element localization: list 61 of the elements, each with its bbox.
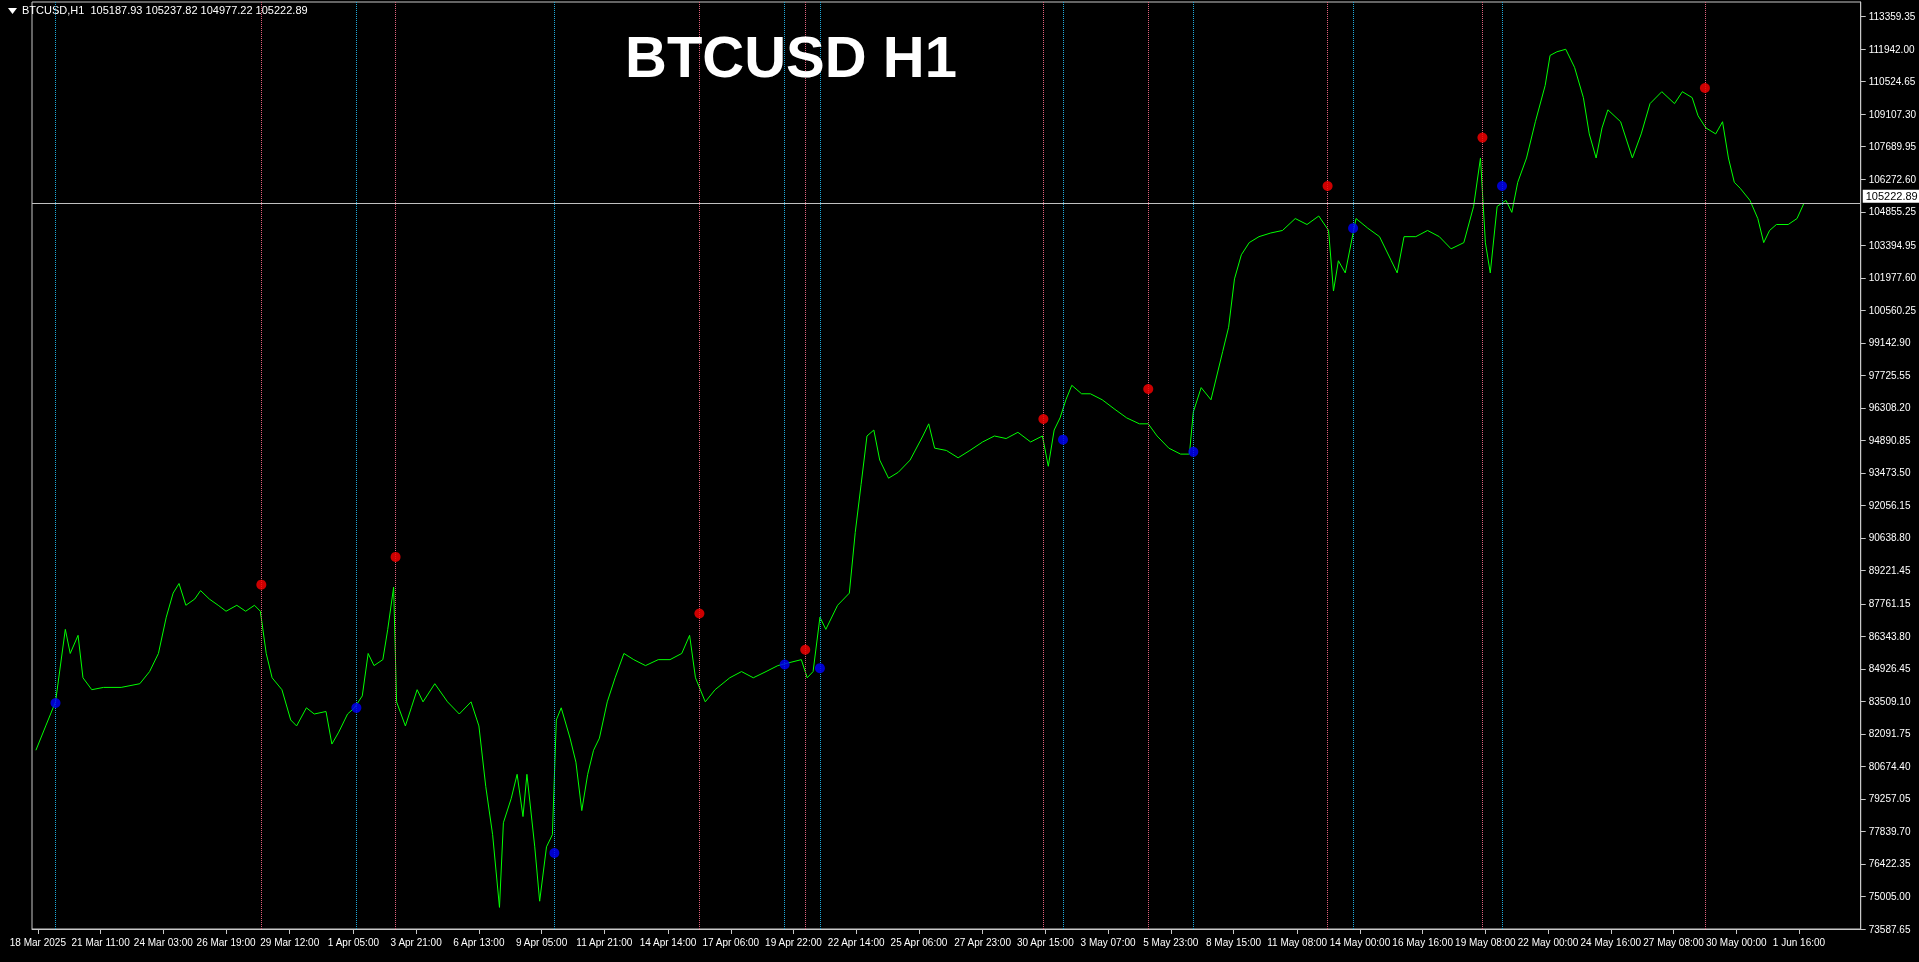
x-tick-label: 27 May 08:00 <box>1643 936 1705 948</box>
x-tick-label: 11 May 08:00 <box>1267 936 1328 948</box>
y-tick-label: 77839.70 <box>1868 825 1911 837</box>
x-tick-label: 5 May 23:00 <box>1143 936 1199 948</box>
x-tick-label: 17 Apr 06:00 <box>702 936 760 948</box>
x-tick-label: 21 Mar 11:00 <box>71 936 131 948</box>
x-tick-label: 26 Mar 19:00 <box>196 936 256 948</box>
y-tick-label: 80674.40 <box>1868 760 1911 772</box>
y-tick-label: 99142.90 <box>1868 337 1911 349</box>
y-tick-label: 109107.30 <box>1868 108 1917 120</box>
y-tick-label: 111942.00 <box>1868 43 1915 55</box>
y-tick-label: 93473.50 <box>1868 467 1911 479</box>
x-tick-label: 24 May 16:00 <box>1580 936 1642 948</box>
x-tick-label: 11 Apr 21:00 <box>576 936 633 948</box>
y-tick-label: 73587.65 <box>1868 923 1911 935</box>
x-tick-label: 18 Mar 2025 <box>9 936 67 948</box>
y-tick-label: 107689.95 <box>1868 141 1917 153</box>
y-tick-label: 100560.25 <box>1868 304 1917 316</box>
y-tick-label: 103394.95 <box>1868 239 1917 251</box>
x-tick-label: 1 Jun 16:00 <box>1772 936 1826 948</box>
x-tick-label: 19 May 08:00 <box>1455 936 1517 948</box>
y-tick-label: 92056.15 <box>1868 499 1911 511</box>
y-tick-label: 90638.80 <box>1868 532 1911 544</box>
y-tick-label: 106272.60 <box>1868 173 1917 185</box>
y-tick-label: 83509.10 <box>1868 695 1911 707</box>
x-tick-label: 3 May 07:00 <box>1080 936 1137 948</box>
x-tick-label: 9 Apr 05:00 <box>516 936 568 948</box>
y-tick-label: 89221.45 <box>1868 564 1911 576</box>
x-tick-label: 30 May 00:00 <box>1705 936 1767 948</box>
y-tick-label: 101977.60 <box>1868 272 1917 284</box>
x-tick-label: 1 Apr 05:00 <box>327 936 380 948</box>
x-tick-label: 8 May 15:00 <box>1205 936 1262 948</box>
y-tick-label: 84926.45 <box>1868 663 1911 675</box>
x-tick-label: 19 Apr 22:00 <box>765 936 823 948</box>
x-tick-label: 22 May 00:00 <box>1517 936 1579 948</box>
x-tick-label: 16 May 16:00 <box>1392 936 1454 948</box>
x-tick-label: 30 Apr 15:00 <box>1016 936 1075 948</box>
x-tick-label: 6 Apr 13:00 <box>453 936 505 948</box>
y-tick-label: 87761.15 <box>1868 598 1911 610</box>
x-tick-label: 25 Apr 06:00 <box>890 936 948 948</box>
x-tick-label: 29 Mar 12:00 <box>260 936 320 948</box>
x-tick-label: 24 Mar 03:00 <box>133 936 194 948</box>
y-tick-label: 94890.85 <box>1868 434 1911 446</box>
x-tick-label: 14 Apr 14:00 <box>639 936 697 948</box>
y-tick-label: 104855.25 <box>1868 206 1917 218</box>
chart-title: BTCUSD H1 <box>625 23 957 89</box>
y-tick-label: 82091.75 <box>1868 728 1911 740</box>
y-tick-label: 86343.80 <box>1868 630 1911 642</box>
y-tick-label: 96308.20 <box>1868 402 1911 414</box>
y-tick-label: 97725.55 <box>1868 369 1911 381</box>
x-tick-label: 27 Apr 23:00 <box>954 936 1012 948</box>
y-tick-label: 76422.35 <box>1868 858 1911 870</box>
ref-line-label: 105222.89 <box>1865 190 1918 203</box>
x-tick-label: 3 Apr 21:00 <box>390 936 443 948</box>
annotation: BTCUSD,H1 105187.93 105237.82 104977.22 105222.89 <box>22 3 308 16</box>
y-tick-label: 75005.00 <box>1868 890 1911 902</box>
y-tick-label: 110524.65 <box>1868 76 1916 88</box>
y-tick-label: 79257.05 <box>1868 793 1911 805</box>
y-tick-label: 113359.35 <box>1868 11 1916 23</box>
x-tick-label: 14 May 00:00 <box>1329 936 1391 948</box>
x-tick-label: 22 Apr 14:00 <box>827 936 885 948</box>
